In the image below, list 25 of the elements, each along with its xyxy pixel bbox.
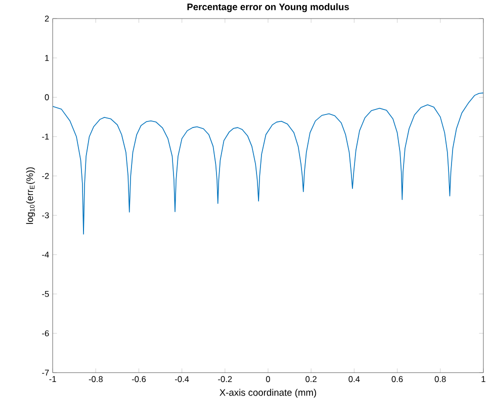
y-tick-label: -4	[42, 252, 49, 258]
y-axis-title: log$_{10}$(err$_{E}$(%))	[26, 167, 35, 224]
y-tick-label: -5	[42, 290, 49, 297]
y-tick-label: -3	[42, 212, 49, 218]
x-tick-label: -0.6	[132, 376, 146, 382]
y-tick-label: -7	[42, 370, 49, 376]
x-tick-label: -0.4	[175, 376, 189, 382]
x-axis-title: X-axis coordinate (mm)	[220, 388, 316, 398]
y-tick-label: 2	[44, 15, 49, 22]
x-tick-label: 0.2	[306, 376, 317, 382]
x-tick-label: 0.8	[434, 376, 446, 382]
chart-title: Percentage error on Young modulus	[187, 3, 349, 12]
line-series	[52, 92, 484, 234]
x-tick-label: -0.2	[218, 376, 232, 382]
y-tick-label: -6	[42, 330, 49, 336]
y-tick-label: 1	[45, 54, 49, 61]
y-tick-label: 0	[44, 94, 49, 100]
x-tick-label: -1	[49, 376, 56, 382]
x-tick-label: 0.4	[348, 376, 360, 382]
y-tick-label: -1	[42, 134, 49, 140]
y-tick-label: -2	[42, 172, 49, 179]
x-tick-label: 0	[266, 376, 270, 382]
x-tick-label: 1	[482, 376, 486, 382]
x-tick-label: -0.8	[88, 376, 103, 382]
x-tick-label: 0.6	[392, 376, 403, 382]
